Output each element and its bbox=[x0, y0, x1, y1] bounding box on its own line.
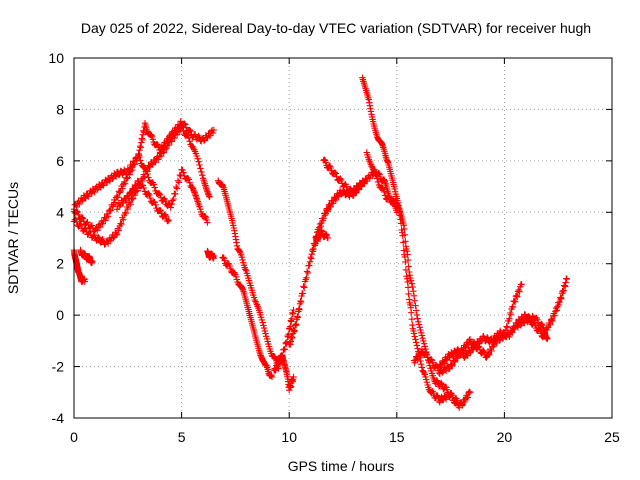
series-track-g bbox=[204, 247, 218, 262]
axes: 0 5 10 15 20 25 -4 -2 0 2 4 6 8 10 bbox=[48, 50, 620, 445]
grid bbox=[74, 58, 612, 418]
x-tick-label: 5 bbox=[178, 429, 186, 445]
series-track-l bbox=[311, 227, 332, 249]
x-tick-label: 20 bbox=[497, 429, 513, 445]
y-tick-label: -4 bbox=[52, 410, 65, 426]
y-tick-label: 2 bbox=[56, 256, 64, 272]
series-track-o bbox=[363, 149, 474, 409]
y-tick-label: -2 bbox=[52, 359, 65, 375]
x-tick-label: 15 bbox=[389, 429, 405, 445]
chart-title: Day 025 of 2022, Sidereal Day-to-day VTE… bbox=[81, 20, 591, 36]
series-track-q bbox=[436, 275, 570, 371]
plot-frame bbox=[73, 57, 613, 419]
x-axis-label: GPS time / hours bbox=[288, 458, 395, 474]
series-track-k bbox=[286, 177, 368, 348]
series-track-r bbox=[514, 312, 551, 343]
y-tick-label: 0 bbox=[56, 307, 64, 323]
y-axis-label: SDTVAR / TECUs bbox=[5, 182, 21, 294]
series-track-p bbox=[410, 281, 525, 377]
y-tick-label: 10 bbox=[48, 50, 64, 66]
series-track-i bbox=[219, 254, 276, 381]
x-tick-label: 25 bbox=[604, 429, 620, 445]
y-tick-label: 6 bbox=[56, 153, 64, 169]
data-points bbox=[70, 74, 570, 411]
x-tick-label: 0 bbox=[70, 429, 78, 445]
series-track-j bbox=[270, 352, 297, 394]
y-tick-label: 8 bbox=[56, 101, 64, 117]
series-track-d bbox=[113, 177, 172, 225]
series-track-f bbox=[77, 246, 96, 266]
y-tick-label: 4 bbox=[56, 204, 64, 220]
x-tick-label: 10 bbox=[281, 429, 297, 445]
